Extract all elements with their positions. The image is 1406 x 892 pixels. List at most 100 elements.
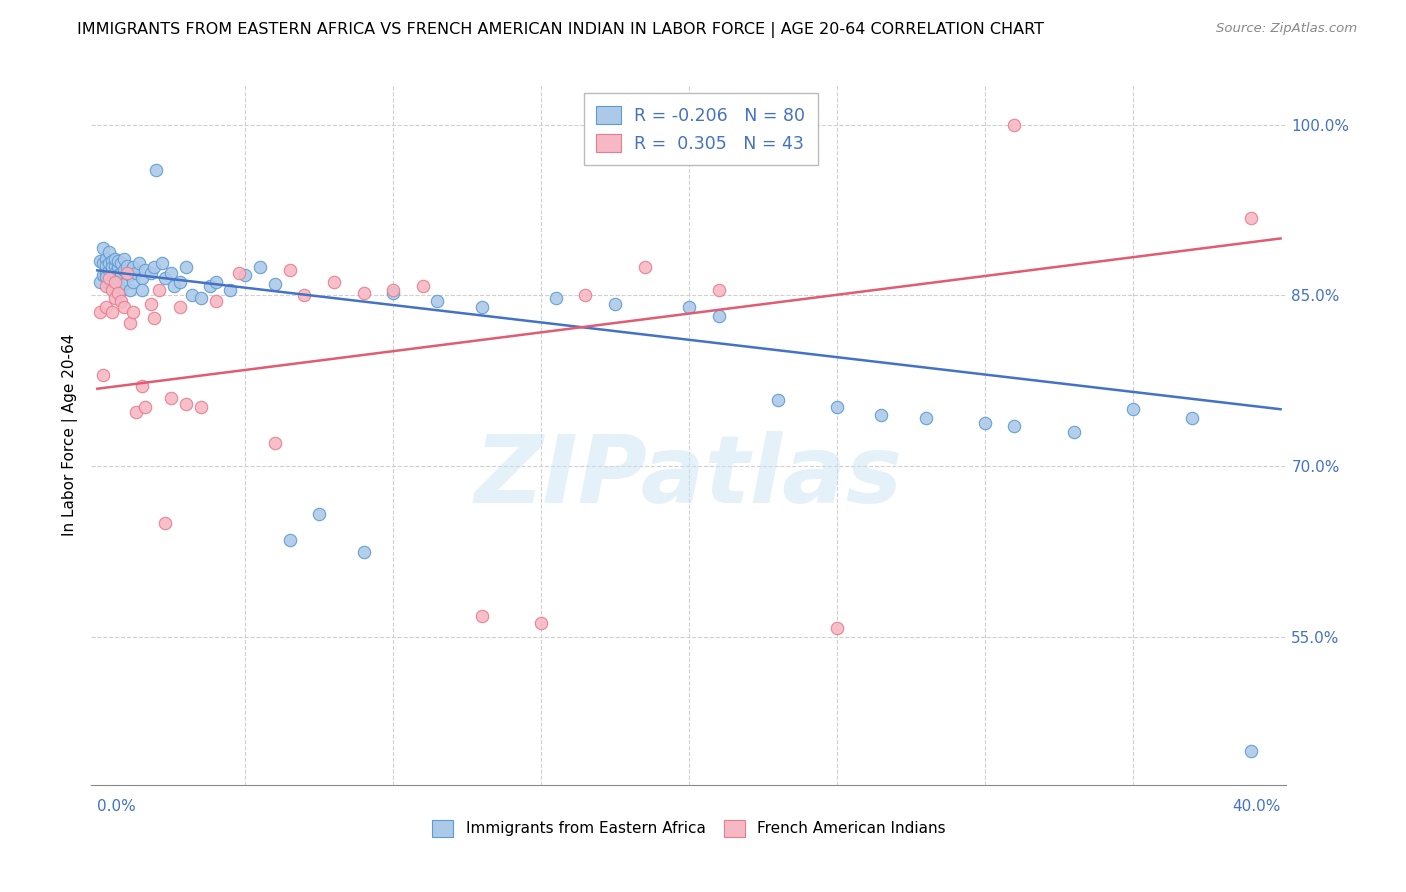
Text: IMMIGRANTS FROM EASTERN AFRICA VS FRENCH AMERICAN INDIAN IN LABOR FORCE | AGE 20: IMMIGRANTS FROM EASTERN AFRICA VS FRENCH… [77, 22, 1045, 38]
Point [198, 279, 221, 293]
Point [98, 256, 121, 270]
Point [190, 400, 212, 414]
Point [125, 266, 148, 280]
Point [115, 266, 138, 280]
Point [128, 256, 150, 270]
Point [1063, 425, 1085, 439]
Point [96, 300, 118, 314]
Point [139, 297, 162, 311]
Point [121, 275, 143, 289]
Point [160, 391, 183, 405]
Point [91, 241, 114, 255]
Point [633, 260, 655, 274]
Point [150, 256, 173, 270]
Point [382, 283, 405, 297]
Point [96, 266, 118, 280]
Point [96, 259, 118, 273]
Point [131, 283, 153, 297]
Point [110, 294, 132, 309]
Point [353, 544, 375, 558]
Point [174, 260, 197, 274]
Point [278, 263, 301, 277]
Point [169, 300, 191, 314]
Point [134, 400, 156, 414]
Point [115, 266, 138, 280]
Point [603, 297, 626, 311]
Point [107, 254, 129, 268]
Point [870, 408, 893, 422]
Legend: Immigrants from Eastern Africa, French American Indians: Immigrants from Eastern Africa, French A… [422, 809, 956, 847]
Point [101, 254, 124, 268]
Point [1002, 118, 1025, 132]
Point [530, 616, 553, 631]
Point [121, 260, 143, 274]
Point [104, 279, 127, 293]
Point [101, 275, 124, 289]
Point [249, 260, 271, 274]
Point [107, 275, 129, 289]
Point [131, 271, 153, 285]
Point [323, 275, 346, 289]
Point [112, 263, 135, 277]
Point [574, 288, 596, 302]
Point [110, 256, 132, 270]
Point [973, 416, 995, 430]
Text: Source: ZipAtlas.com: Source: ZipAtlas.com [1216, 22, 1357, 36]
Point [825, 621, 848, 635]
Point [233, 268, 256, 282]
Point [101, 263, 124, 277]
Point [766, 393, 789, 408]
Point [1002, 419, 1025, 434]
Text: ZIPatlas: ZIPatlas [475, 431, 903, 523]
Point [104, 266, 127, 280]
Y-axis label: In Labor Force | Age 20-64: In Labor Force | Age 20-64 [62, 334, 77, 536]
Point [228, 266, 250, 280]
Point [155, 271, 177, 285]
Point [169, 275, 191, 289]
Point [107, 268, 129, 282]
Point [115, 259, 138, 273]
Point [190, 291, 212, 305]
Point [263, 277, 285, 291]
Point [125, 404, 148, 418]
Point [1240, 211, 1263, 225]
Point [678, 300, 700, 314]
Point [204, 294, 226, 309]
Point [91, 256, 114, 270]
Point [118, 268, 141, 282]
Point [1240, 744, 1263, 758]
Point [118, 316, 141, 330]
Point [96, 270, 118, 285]
Point [471, 300, 494, 314]
Point [112, 277, 135, 291]
Text: 0.0%: 0.0% [97, 798, 136, 814]
Point [89, 254, 111, 268]
Point [142, 311, 165, 326]
Point [204, 275, 226, 289]
Point [825, 400, 848, 414]
Point [131, 379, 153, 393]
Point [412, 279, 434, 293]
Point [101, 279, 124, 293]
Point [104, 275, 127, 289]
Point [89, 275, 111, 289]
Point [160, 266, 183, 280]
Point [98, 271, 121, 285]
Point [101, 283, 124, 297]
Point [1122, 402, 1144, 417]
Point [101, 305, 124, 319]
Point [110, 266, 132, 280]
Point [181, 288, 204, 302]
Point [96, 279, 118, 293]
Point [112, 252, 135, 266]
Point [89, 305, 111, 319]
Point [91, 268, 114, 282]
Point [1181, 411, 1204, 425]
Point [110, 283, 132, 297]
Point [353, 286, 375, 301]
Text: 40.0%: 40.0% [1232, 798, 1281, 814]
Point [142, 260, 165, 274]
Point [98, 245, 121, 260]
Point [471, 609, 494, 624]
Point [155, 516, 177, 530]
